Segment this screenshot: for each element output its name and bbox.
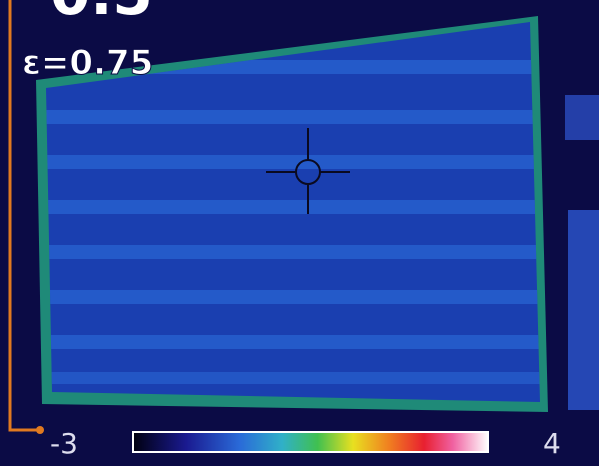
crosshair bbox=[266, 128, 350, 214]
callout-dot bbox=[36, 426, 44, 434]
panel-stripes bbox=[46, 60, 540, 384]
side-patch bbox=[565, 95, 599, 140]
color-scale bbox=[132, 431, 489, 453]
scale-min: -3 bbox=[50, 427, 78, 460]
emissivity: ε=0.75 bbox=[22, 43, 153, 83]
callout-line bbox=[8, 0, 40, 432]
side-patch bbox=[568, 210, 599, 410]
reading: 0.5 bbox=[50, 0, 153, 28]
scale-max: 4 bbox=[543, 427, 561, 460]
